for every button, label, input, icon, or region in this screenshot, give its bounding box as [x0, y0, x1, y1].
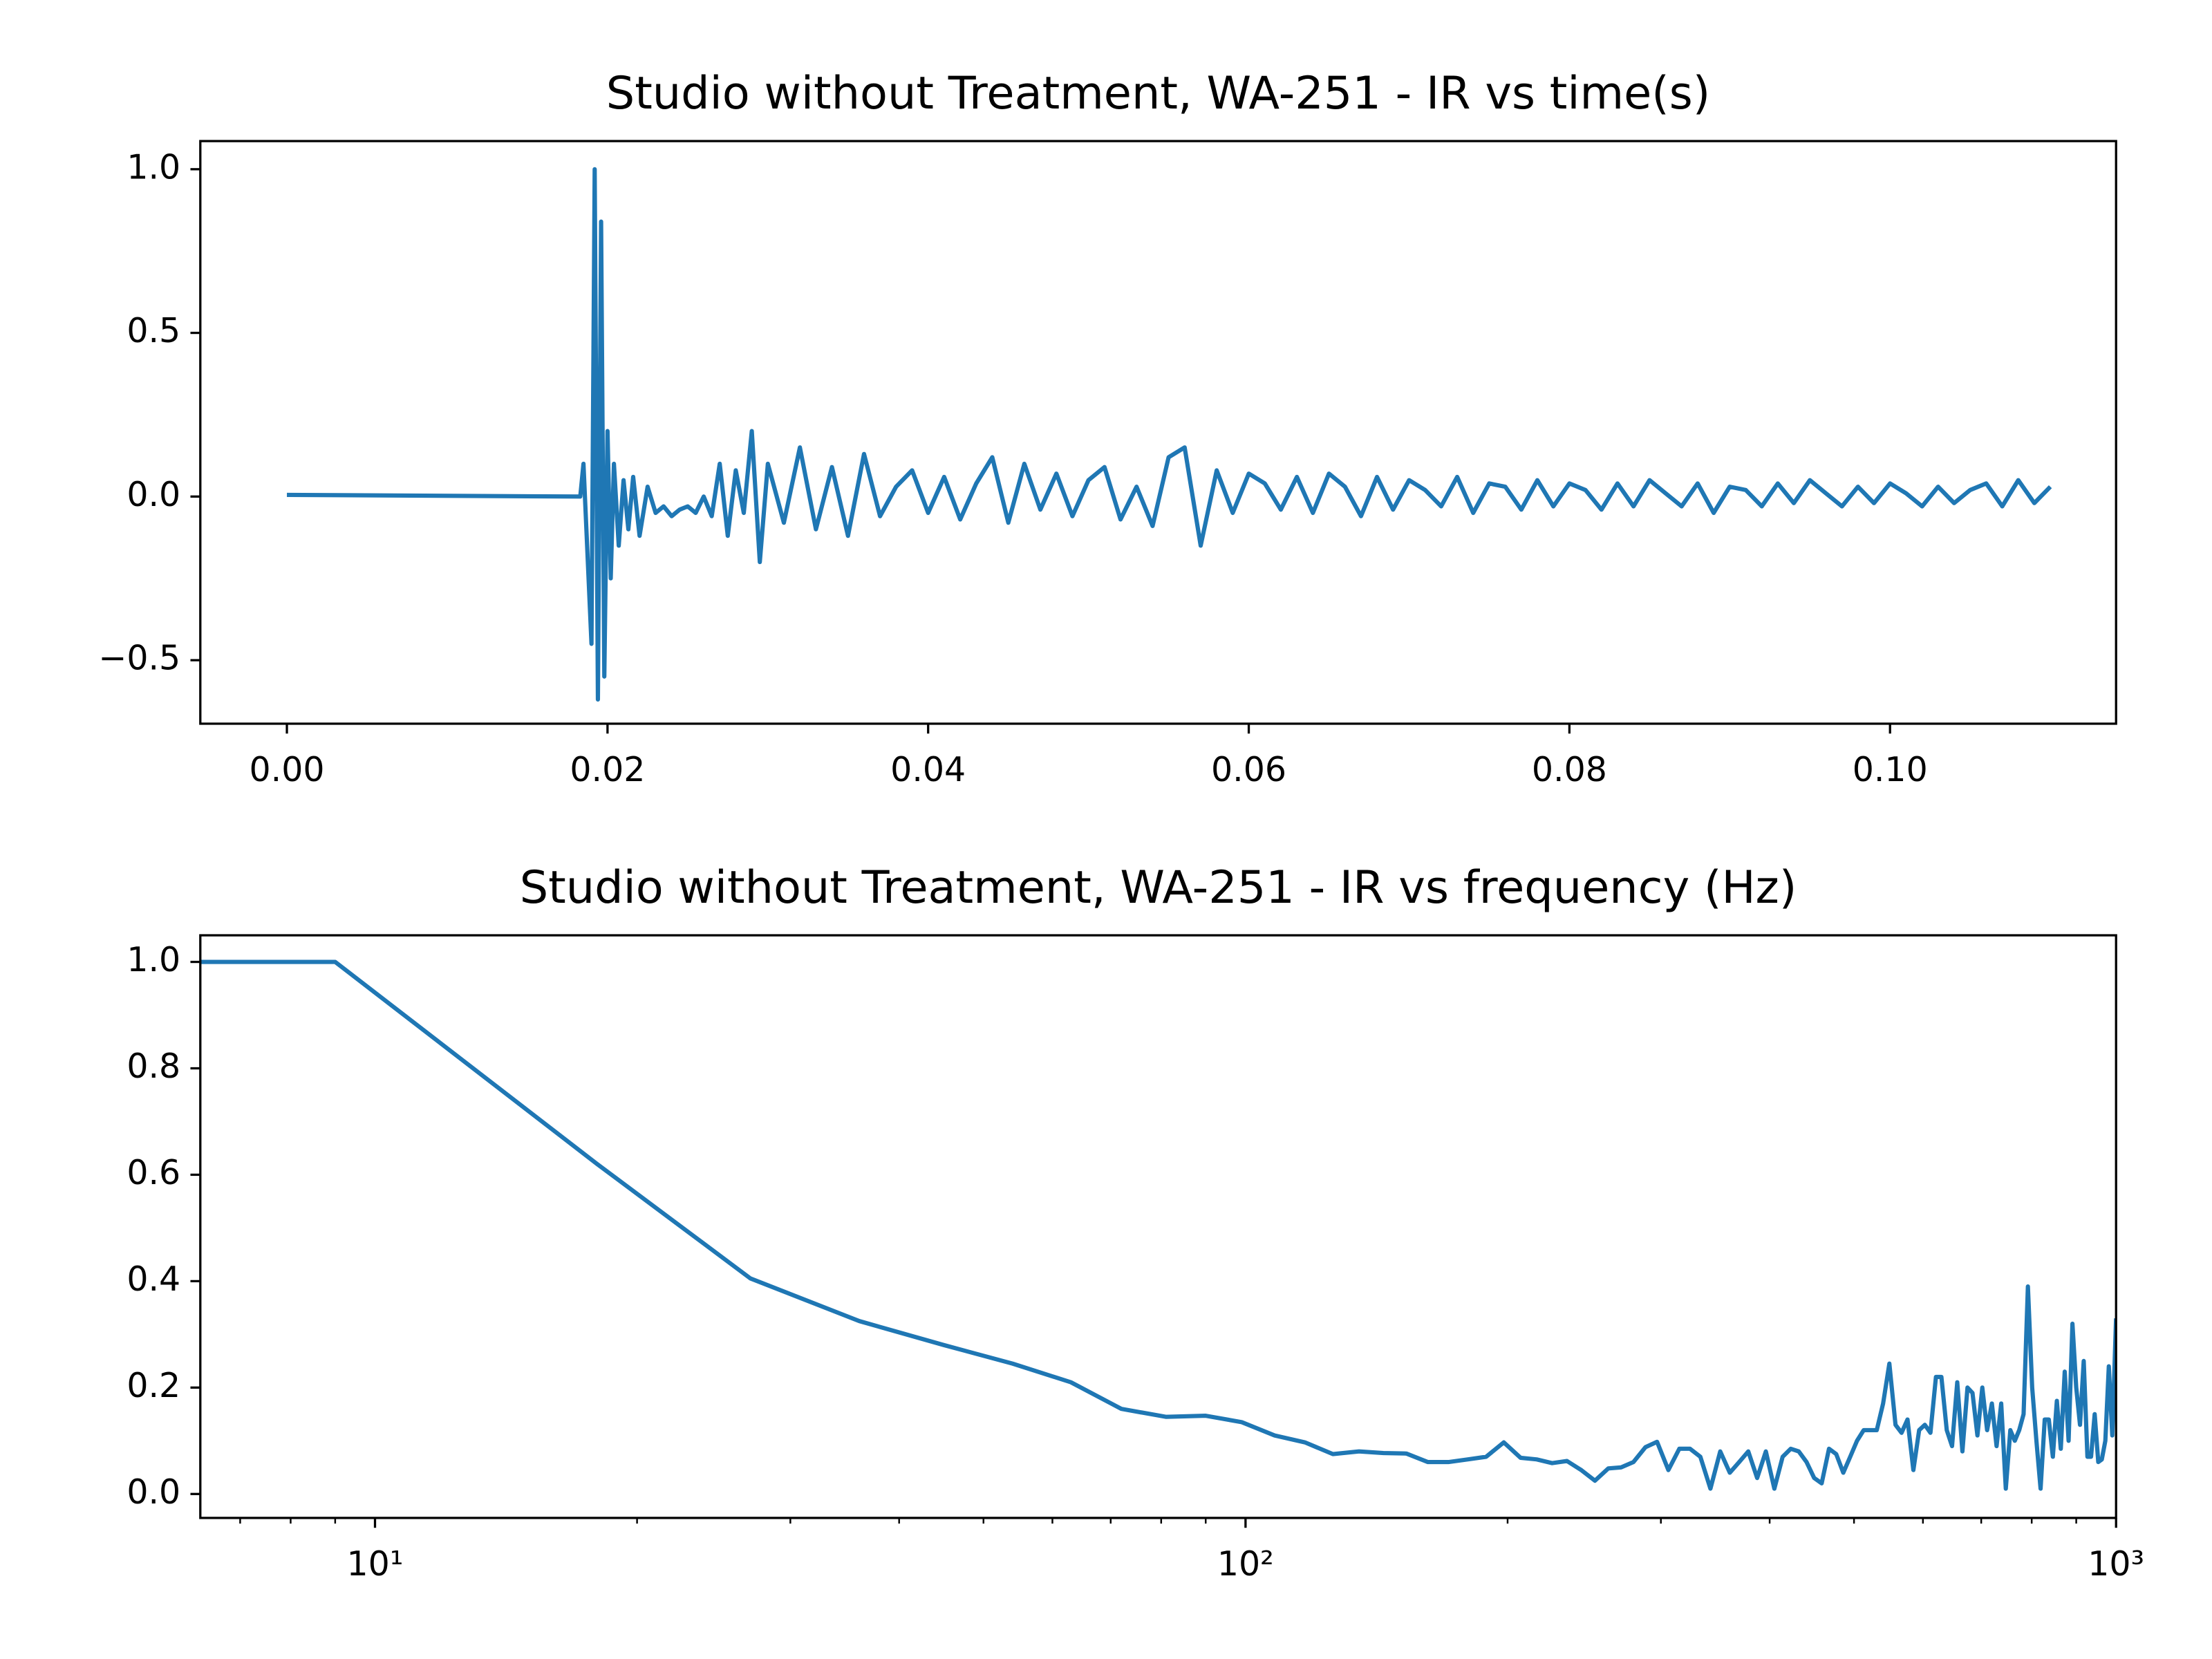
y-tick-label: −0.5 — [98, 639, 180, 678]
x-tick-label: 10² — [1217, 1544, 1274, 1584]
chart-title: Studio without Treatment, WA-251 - IR vs… — [520, 861, 1797, 914]
y-tick-label: 0.8 — [126, 1047, 180, 1086]
x-tick-label: 0.08 — [1532, 750, 1607, 789]
y-tick-label: 0.4 — [126, 1259, 180, 1299]
x-tick-label: 10³ — [2088, 1544, 2144, 1584]
y-tick-label: 1.0 — [126, 147, 180, 187]
chart-title: Studio without Treatment, WA-251 - IR vs… — [606, 67, 1711, 120]
y-tick-label: 0.2 — [126, 1366, 180, 1405]
y-tick-label: 0.6 — [126, 1153, 180, 1192]
x-tick-label: 0.04 — [890, 750, 966, 789]
data-line — [287, 167, 2052, 702]
x-tick-label: 0.06 — [1211, 750, 1286, 789]
y-tick-label: 0.5 — [126, 311, 180, 350]
x-tick-label: 0.00 — [250, 750, 325, 789]
y-tick-label: 0.0 — [126, 475, 180, 514]
y-tick-label: 1.0 — [126, 940, 180, 980]
plot-frame — [199, 934, 2117, 1519]
y-tick-label: 0.0 — [126, 1472, 180, 1512]
x-tick-label: 10¹ — [347, 1544, 404, 1584]
plot-frame — [199, 140, 2117, 725]
x-tick-label: 0.10 — [1853, 750, 1928, 789]
x-tick-label: 0.02 — [570, 750, 645, 789]
data-line — [200, 959, 2117, 1491]
